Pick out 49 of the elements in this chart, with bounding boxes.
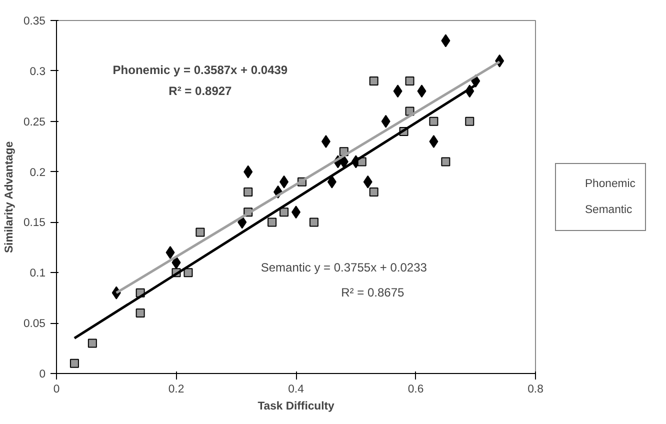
point <box>280 175 289 188</box>
point <box>417 84 426 98</box>
y-tick-label: 0.35 <box>23 16 46 28</box>
point <box>196 228 205 237</box>
point <box>465 116 474 126</box>
y-tick-label: 0.25 <box>23 116 46 128</box>
x-axis-title: Task Difficulty <box>258 400 335 412</box>
point <box>268 218 277 227</box>
point <box>429 116 438 126</box>
annotation: R² = 0.8675 <box>341 285 404 300</box>
point <box>321 135 330 148</box>
point <box>339 155 348 168</box>
point <box>88 338 97 348</box>
point <box>166 246 175 259</box>
x-tick-label: 0.6 <box>408 384 424 396</box>
text: Phonemic <box>585 178 636 190</box>
x-tick-label: 0.4 <box>288 384 304 396</box>
point <box>363 175 372 188</box>
annotation: R² = 0.8927 <box>168 84 232 98</box>
text: Semantic <box>585 204 632 216</box>
x-tick-label: 0 <box>53 384 60 396</box>
point <box>369 76 378 86</box>
annotation: Semantic y = 0.3755x + 0.0233 <box>260 260 428 275</box>
point <box>381 114 390 128</box>
y-tick-label: 0.3 <box>30 66 46 78</box>
point <box>244 187 253 196</box>
point <box>441 157 450 166</box>
point <box>172 256 181 270</box>
point <box>441 34 450 48</box>
annotation: Phonemic y = 0.3587x + 0.0439 <box>112 62 288 77</box>
point <box>184 268 193 278</box>
point <box>393 84 402 98</box>
point <box>280 208 289 217</box>
point <box>327 175 336 188</box>
y-tick-label: 0.05 <box>23 318 46 330</box>
point <box>70 358 79 368</box>
x-tick-label: 0.8 <box>528 384 544 396</box>
point <box>244 165 253 178</box>
y-axis-title: Similarity Advantage <box>3 141 16 254</box>
point <box>136 308 145 318</box>
x-tick-label: 0.2 <box>168 384 184 396</box>
point <box>369 187 378 196</box>
y-tick-label: 0 <box>39 368 46 380</box>
y-tick-label: 0.1 <box>30 268 46 280</box>
point <box>309 218 318 227</box>
point <box>429 135 438 148</box>
point <box>405 76 414 86</box>
y-tick-label: 0.2 <box>30 166 46 179</box>
y-tick-label: 0.15 <box>23 217 46 230</box>
